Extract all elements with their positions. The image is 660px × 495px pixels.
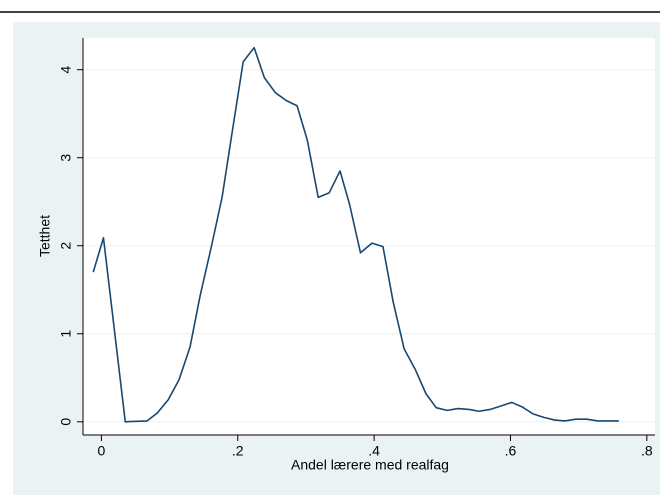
y-tick-label: 1 <box>58 330 74 338</box>
plot-background <box>83 38 655 435</box>
y-tick-label: 0 <box>58 418 74 426</box>
y-axis-title: Tetthet <box>37 215 53 257</box>
x-tick-label: .8 <box>641 443 653 459</box>
density-line <box>92 46 619 423</box>
y-tick-label: 4 <box>58 66 74 74</box>
x-tick-label: .4 <box>368 443 380 459</box>
x-tick-label: .6 <box>505 443 517 459</box>
x-tick-label: 0 <box>98 443 106 459</box>
y-tick-label: 3 <box>58 154 74 162</box>
x-axis-title: Andel lærere med realfag <box>291 457 449 473</box>
y-tick-label: 2 <box>58 242 74 250</box>
x-tick-label: .2 <box>232 443 244 459</box>
